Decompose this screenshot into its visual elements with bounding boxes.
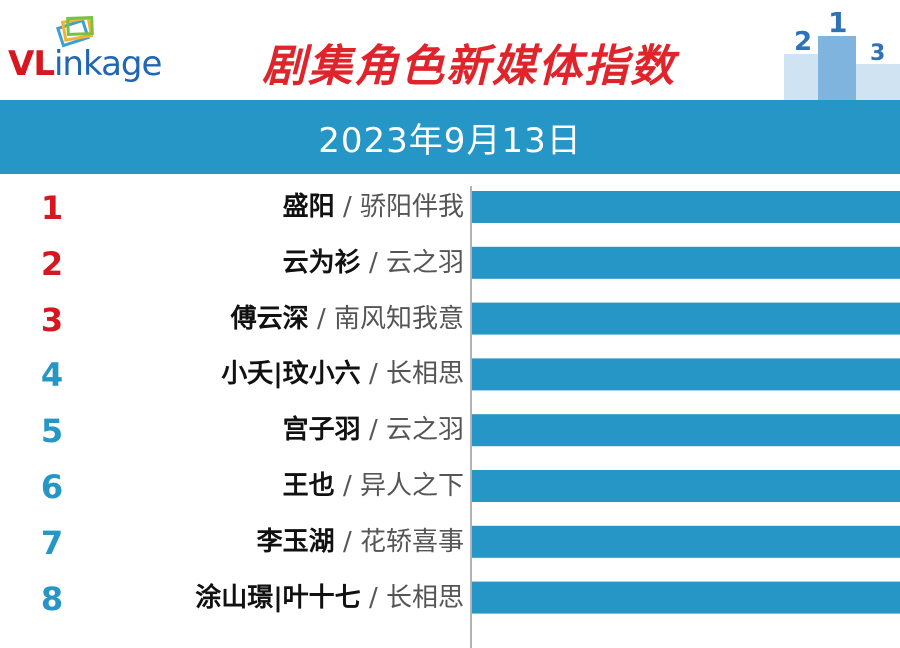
- character-name: 云为衫: [282, 247, 361, 278]
- logo-text: VLinkage: [8, 44, 162, 84]
- rank-number-3: 3: [40, 300, 64, 339]
- show-name: 骄阳伴我: [359, 192, 464, 222]
- bar-rank-6: [472, 470, 900, 502]
- character-name: 王也: [282, 471, 335, 501]
- character-name: 涂山璟|叶十七: [195, 582, 361, 613]
- label-separator: /: [360, 359, 386, 390]
- bar-rank-3: [472, 302, 900, 335]
- rank-number-8: 8: [40, 579, 64, 618]
- rank-number-2: 2: [40, 244, 64, 283]
- category-label-rank-1: 盛阳 / 骄阳伴我: [283, 191, 464, 223]
- logo-emblem-icon: [56, 16, 94, 48]
- bar-chart-svg: 9.279.169.118.898.848.748.718.65: [470, 186, 900, 648]
- label-separator: /: [360, 247, 386, 278]
- character-name: 李玉湖: [256, 526, 335, 557]
- show-name: 南风知我意: [333, 303, 464, 334]
- date-banner: 2023年9月13日: [0, 100, 900, 174]
- bar-rank-8: [472, 581, 900, 614]
- bar-rank-5: [472, 414, 900, 447]
- category-label-rank-2: 云为衫 / 云之羽: [283, 247, 464, 279]
- svg-text:1: 1: [828, 10, 847, 39]
- bar-rank-1: [472, 191, 900, 223]
- rank-number-4: 4: [40, 356, 64, 395]
- character-name: 盛阳: [282, 192, 335, 222]
- character-name: 傅云深: [230, 303, 309, 334]
- category-label-rank-4: 小夭|玟小六 / 长相思: [221, 358, 464, 390]
- label-separator: /: [308, 303, 334, 334]
- vlinkage-logo: VLinkage: [8, 14, 208, 94]
- category-label-rank-7: 李玉湖 / 花轿喜事: [257, 526, 464, 558]
- rank-number-1: 1: [40, 189, 64, 227]
- rank-number-7: 7: [40, 523, 64, 562]
- character-name: 小夭|玟小六: [221, 359, 361, 390]
- show-name: 花轿喜事: [359, 526, 464, 557]
- podium-icon: 2 1 3: [784, 10, 900, 100]
- label-separator: /: [360, 582, 386, 613]
- page-title: 剧集角色新媒体指数: [262, 41, 676, 92]
- character-index-chart: 9.279.169.118.898.848.748.718.65 1 盛阳 / 骄…: [0, 174, 900, 648]
- label-separator: /: [334, 192, 360, 222]
- category-label-rank-6: 王也 / 异人之下: [283, 470, 464, 502]
- show-name: 长相思: [385, 359, 464, 390]
- bar-rank-2: [472, 246, 900, 279]
- character-name: 宫子羽: [282, 415, 361, 446]
- show-name: 长相思: [385, 582, 464, 613]
- svg-text:3: 3: [870, 41, 885, 66]
- header: VLinkage 剧集角色新媒体指数 2 1 3: [0, 0, 900, 100]
- bar-rank-4: [472, 358, 900, 391]
- bar-rank-7: [472, 525, 900, 558]
- category-label-rank-8: 涂山璟|叶十七 / 长相思: [195, 582, 464, 614]
- banner-date: 2023年9月13日: [318, 120, 582, 161]
- logo-text-rest: inkage: [53, 44, 162, 84]
- category-label-rank-3: 傅云深 / 南风知我意: [231, 303, 464, 335]
- category-label-rank-5: 宫子羽 / 云之羽: [283, 414, 464, 446]
- show-name: 云之羽: [385, 247, 464, 278]
- label-separator: /: [334, 526, 360, 557]
- rank-number-6: 6: [40, 468, 64, 506]
- rank-number-5: 5: [40, 412, 64, 451]
- show-name: 异人之下: [359, 471, 464, 501]
- label-separator: /: [360, 415, 386, 446]
- show-name: 云之羽: [385, 415, 464, 446]
- svg-text:2: 2: [794, 27, 812, 57]
- logo-text-vl: VL: [8, 44, 55, 84]
- label-separator: /: [334, 471, 360, 501]
